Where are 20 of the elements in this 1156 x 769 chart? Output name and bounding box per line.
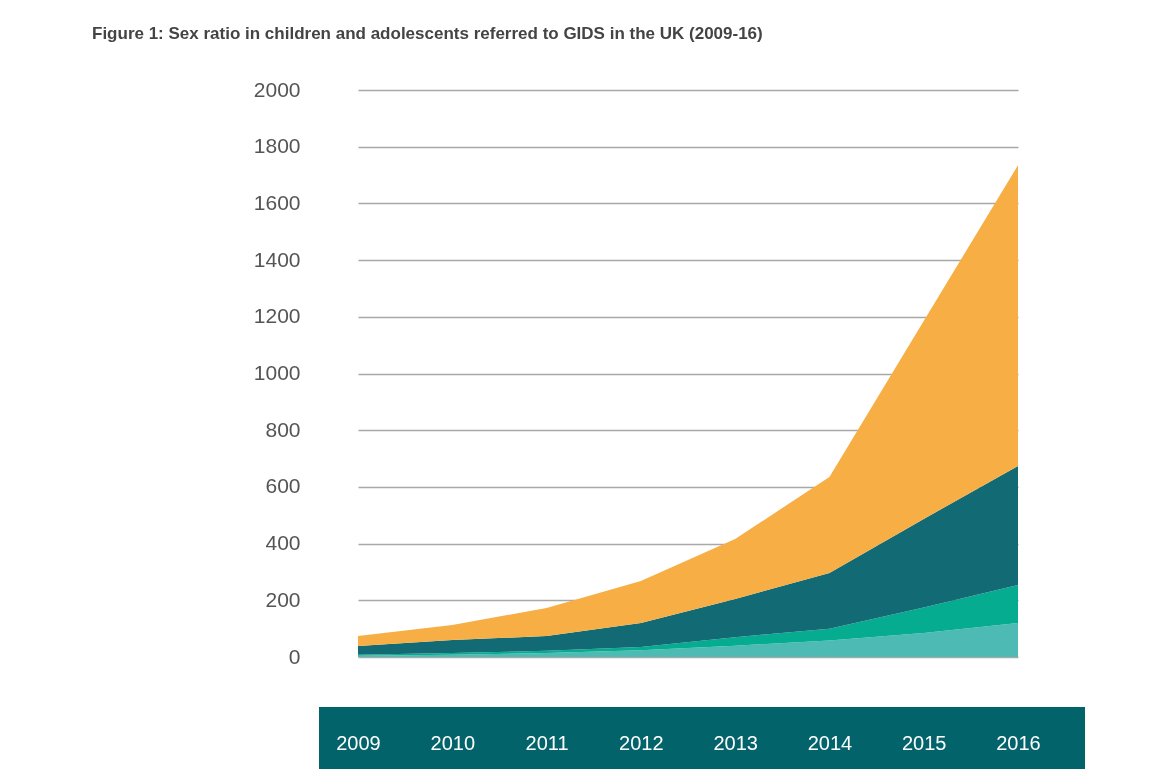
chart-title: Figure 1: Sex ratio in children and adolescents referred to GIDS in the UK (2009-16) [92, 24, 763, 43]
y-tick-label: 1600 [253, 190, 301, 214]
x-tick-label: 2012 [619, 731, 664, 754]
x-tick-label: 2016 [996, 731, 1041, 754]
y-tick-label: 2000 [253, 77, 301, 101]
y-tick-label: 800 [265, 417, 301, 441]
x-tick-label: 2014 [807, 731, 853, 754]
x-tick-label: 2013 [713, 731, 758, 754]
y-tick-label: 200 [265, 587, 301, 611]
x-tick-label: 2010 [430, 731, 476, 754]
y-tick-label: 0 [288, 644, 301, 668]
x-tick-label: 2009 [336, 731, 381, 754]
y-tick-label: 1800 [253, 134, 301, 158]
x-tick-label: 2011 [525, 731, 569, 754]
y-tick-label: 1000 [253, 361, 301, 384]
y-tick-label: 1200 [253, 304, 301, 328]
y-tick-label: 1400 [253, 247, 301, 271]
y-tick-label: 400 [265, 531, 301, 555]
x-tick-label: 2015 [901, 731, 947, 754]
y-tick-label: 600 [265, 474, 301, 498]
